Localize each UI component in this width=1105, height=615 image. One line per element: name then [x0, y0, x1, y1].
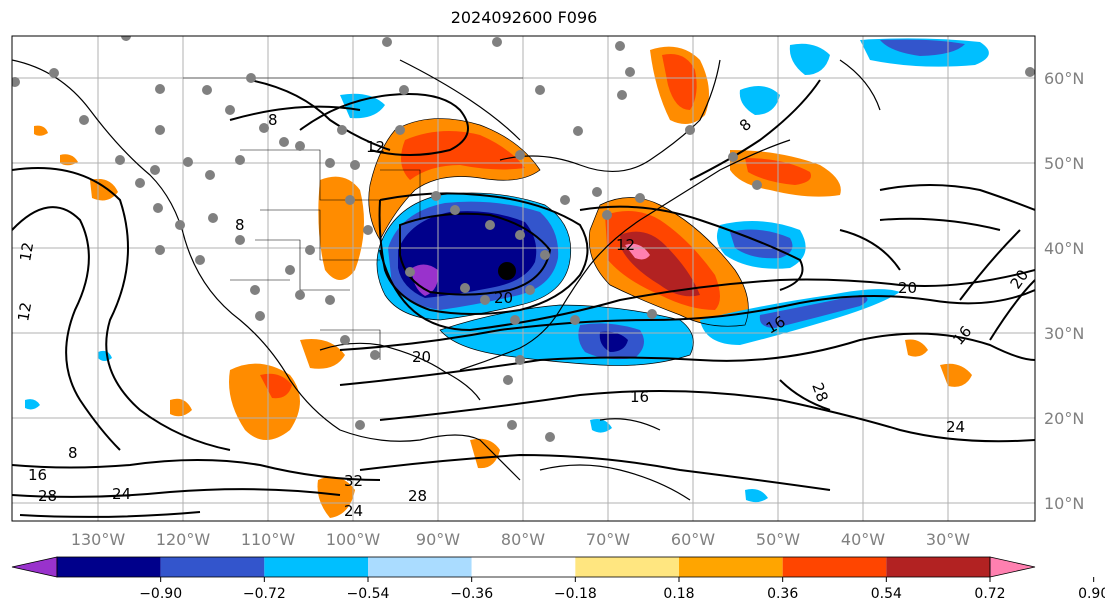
lat-label: 60°N	[1044, 69, 1084, 88]
contour-label: 28	[808, 380, 831, 404]
observation-stations	[12, 36, 1035, 442]
lat-label: 20°N	[1044, 409, 1084, 428]
contour-label: 28	[38, 487, 57, 505]
longitude-labels: 130°W 120°W 110°W 100°W 90°W 80°W 70°W 6…	[71, 530, 970, 549]
colorbar: −0.90 −0.72 −0.54 −0.36 −0.18 0.18 0.36 0.54 0.7…	[11, 556, 1105, 602]
contour-label: 28	[408, 487, 427, 505]
lat-label: 30°N	[1044, 324, 1084, 343]
lat-label: 10°N	[1044, 494, 1084, 513]
colorbar-bin	[471, 557, 576, 577]
lon-label: 120°W	[156, 530, 211, 549]
colorbar-bin	[886, 557, 990, 577]
colorbar-frame	[56, 556, 991, 578]
lon-label: 80°W	[501, 530, 545, 549]
lon-label: 130°W	[71, 530, 126, 549]
height-contours	[12, 79, 1035, 518]
contour-label: 12	[366, 138, 385, 156]
lon-label: 90°W	[416, 530, 460, 549]
contour-label: 24	[344, 502, 363, 520]
lon-label: 60°W	[671, 530, 715, 549]
contour-label: 12	[616, 236, 635, 254]
colorbar-tick-label: −0.72	[243, 586, 286, 602]
map-frame	[11, 35, 1036, 522]
colorbar-bin	[368, 557, 472, 577]
contour-label: 24	[946, 418, 965, 436]
contour-label: 8	[268, 111, 278, 129]
contour-label: 20	[412, 348, 431, 366]
colorbar-bin	[160, 557, 265, 577]
colorbar-bin	[264, 557, 368, 577]
anomaly-outlines	[368, 118, 749, 366]
lon-label: 40°W	[841, 530, 885, 549]
colorbar-tick-label: 0.54	[871, 586, 902, 602]
map-title: 2024092600 F096	[450, 8, 598, 27]
contour-label: 32	[344, 472, 363, 490]
colorbar-extend-min	[11, 556, 58, 578]
contour-label: 16	[630, 388, 649, 406]
lon-label: 50°W	[756, 530, 800, 549]
contour-label: 16	[28, 466, 47, 484]
colorbar-tick-label: 0.72	[974, 586, 1005, 602]
lon-label: 110°W	[241, 530, 296, 549]
graticule	[12, 36, 1035, 521]
colorbar-bin	[782, 557, 887, 577]
contour-label: 12	[16, 241, 37, 263]
colorbar-tick-label: −0.90	[139, 586, 182, 602]
colorbar-bin	[57, 557, 161, 577]
lon-label: 70°W	[586, 530, 630, 549]
coastlines	[12, 59, 881, 501]
latitude-labels: 60°N 50°N 40°N 30°N 20°N 10°N	[1044, 69, 1084, 513]
colorbar-bin	[679, 557, 783, 577]
colorbar-extend-max	[989, 556, 1036, 578]
colorbar-tick-label: −0.36	[450, 586, 493, 602]
positive-anomaly-shading	[34, 46, 972, 518]
colorbar-tick-label: −0.54	[347, 586, 390, 602]
colorbar-tick-label: 0.36	[767, 586, 798, 602]
map-content: 8 12 12 12 12 16 16 16 16 20 20 20 20 24…	[12, 36, 1035, 521]
colorbar-tick-label: −0.18	[554, 586, 597, 602]
lat-label: 40°N	[1044, 239, 1084, 258]
contour-label: 8	[68, 444, 78, 462]
lon-label: 100°W	[326, 530, 381, 549]
lat-label: 50°N	[1044, 154, 1084, 173]
colorbar-tick-label: 0.90	[1078, 586, 1105, 602]
contour-label: 20	[494, 289, 513, 307]
contour-label: 12	[14, 301, 35, 323]
contour-label: 24	[112, 485, 131, 503]
colorbar-bin	[575, 557, 679, 577]
lon-label: 30°W	[926, 530, 970, 549]
contour-label: 8	[235, 216, 245, 234]
contour-label: 20	[898, 279, 917, 297]
storm-center-marker	[498, 262, 516, 280]
colorbar-tick-label: 0.18	[663, 586, 694, 602]
